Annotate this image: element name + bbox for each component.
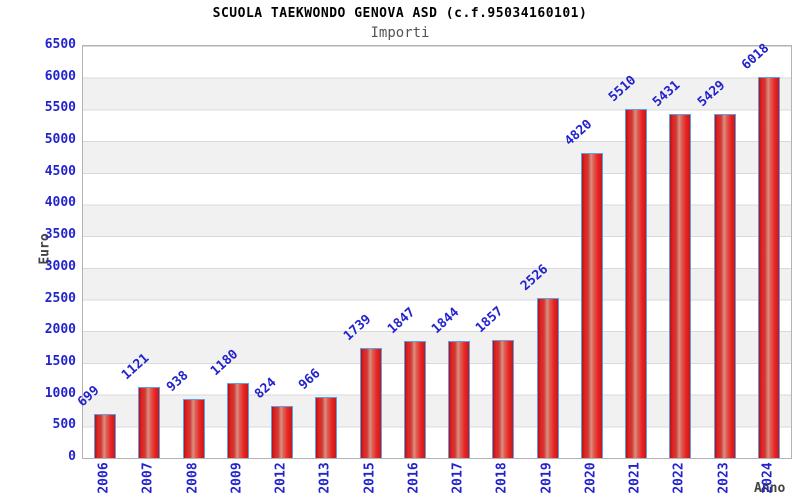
bar-value-label: 1844 [429, 305, 463, 338]
bar-2023 [713, 113, 736, 458]
y-tick-label: 6000 [44, 68, 76, 84]
x-tick-label-2022: 2022 [671, 462, 687, 494]
y-tick-label: 5500 [44, 100, 76, 116]
x-tick-label-2007: 2007 [140, 462, 156, 494]
x-tick-label-2008: 2008 [185, 462, 201, 494]
bar-2022 [669, 113, 692, 458]
y-tick-label: 0 [68, 449, 76, 464]
y-tick-label: 3500 [44, 227, 76, 243]
chart-title: SCUOLA TAEKWONDO GENOVA ASD (c.f.9503416… [212, 6, 588, 21]
y-tick-label: 2000 [44, 322, 76, 338]
bar-2007 [138, 386, 161, 458]
x-tick-label-2018: 2018 [494, 462, 510, 494]
bar-2012 [271, 405, 294, 458]
x-tick-label-2009: 2009 [229, 462, 245, 494]
x-tick-label-2020: 2020 [583, 462, 599, 494]
plot-area: 699 1121 938 1180 824 966 1739 1847 1844 1857 2526… [75, 40, 792, 459]
bar-value-label: 5429 [694, 77, 728, 110]
bar-value-label: 1121 [119, 350, 153, 383]
y-tick-label: 5000 [44, 132, 76, 148]
bar-value-label: 6018 [738, 40, 773, 73]
x-tick-label-2019: 2019 [539, 462, 555, 494]
x-tick-label-2021: 2021 [627, 462, 643, 494]
bar-value-label: 5431 [650, 77, 684, 110]
y-tick-label: 1000 [44, 385, 76, 401]
bar-2006 [94, 413, 117, 458]
x-tick-label-2013: 2013 [317, 462, 333, 494]
bar-value-label: 1180 [207, 347, 242, 380]
bar-value-label: 5510 [606, 72, 640, 105]
bar-value-label: 4820 [561, 116, 596, 149]
x-tick-label-2006: 2006 [96, 462, 112, 494]
bar-value-label: 938 [163, 367, 192, 395]
bar-2017 [448, 341, 471, 458]
bar-value-label: 966 [296, 365, 324, 393]
bar-value-label: 2526 [517, 261, 551, 294]
bar-2008 [182, 398, 205, 458]
x-tick-label-2016: 2016 [406, 462, 422, 494]
bar-2019 [536, 297, 559, 458]
x-axis-title: Anno [754, 481, 786, 496]
y-tick-label: 2500 [44, 290, 76, 306]
y-tick-label: 4500 [44, 163, 76, 179]
y-tick-label: 6500 [44, 37, 76, 52]
bar-2024 [757, 76, 780, 458]
bar-2016 [403, 340, 426, 458]
bar-value-label: 699 [75, 382, 103, 410]
bar-value-label: 1847 [384, 304, 419, 337]
bar-2018 [492, 340, 515, 458]
y-tick-label: 3000 [44, 258, 76, 274]
y-tick-label: 500 [52, 417, 76, 433]
x-tick-label-2024: 2024 [760, 462, 776, 494]
x-tick-label-2012: 2012 [273, 462, 289, 494]
x-tick-label-2023: 2023 [716, 462, 732, 494]
bar-2015 [359, 347, 382, 458]
x-tick-label-2015: 2015 [362, 462, 378, 494]
chart-subtitle: Importi [370, 25, 430, 41]
bar-2013 [315, 396, 338, 458]
x-tick-label-2017: 2017 [450, 462, 466, 494]
bar-2009 [226, 383, 249, 458]
y-tick-label: 4000 [44, 195, 76, 211]
bar-value-label: 1739 [340, 311, 374, 344]
bar-2020 [580, 152, 603, 458]
bar-value-label: 824 [252, 374, 280, 402]
bar-value-label: 1857 [473, 304, 507, 337]
bar-2021 [625, 108, 648, 458]
y-tick-label: 1500 [44, 353, 76, 369]
